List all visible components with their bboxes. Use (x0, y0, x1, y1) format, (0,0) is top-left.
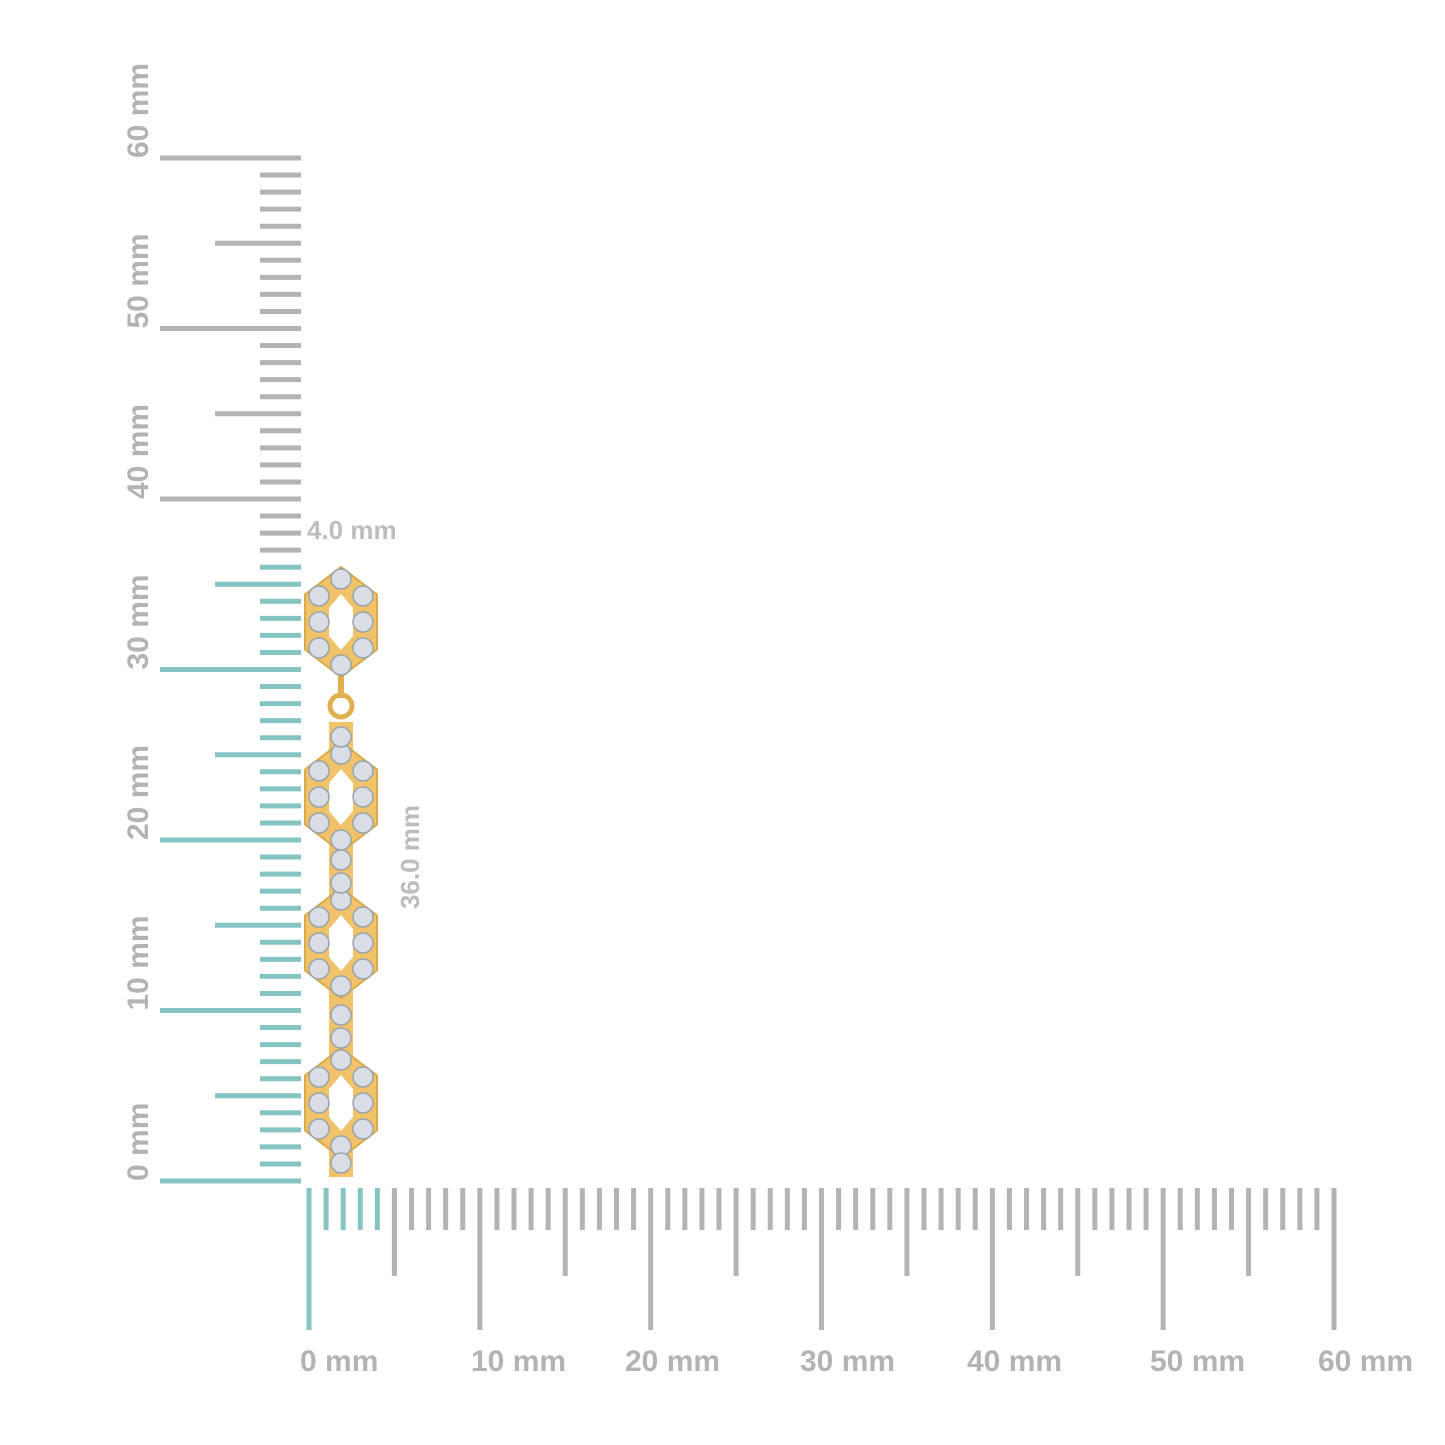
jump-ring (327, 692, 355, 720)
diamond-stone (330, 872, 352, 894)
horizontal-tick-label: 10 mm (471, 1345, 566, 1378)
horizontal-ruler: 0 mm 10 mm 20 mm 30 mm 40 mm 50 mm 60 mm (300, 1188, 1413, 1378)
vertical-tick-label: 50 mm (122, 233, 155, 328)
earring-image (304, 565, 378, 1177)
diamond-stone (352, 760, 374, 782)
diamond-stone (352, 1092, 374, 1114)
horizontal-tick-label: 40 mm (967, 1345, 1062, 1378)
vertical-tick-label: 60 mm (122, 63, 155, 158)
diamond-stone (308, 1118, 330, 1140)
diamond-stone (330, 1004, 352, 1026)
vertical-tick-label: 20 mm (122, 745, 155, 840)
horizontal-tick-label: 60 mm (1318, 1345, 1413, 1378)
diamond-stone (308, 906, 330, 928)
diamond-stone (330, 1027, 352, 1049)
width-dimension-label: 4.0 mm (307, 515, 397, 545)
link-opening (329, 769, 353, 825)
link-opening (329, 1075, 353, 1131)
diamond-stone (352, 1118, 374, 1140)
diamond-stone (352, 786, 374, 808)
height-dimension-label: 36.0 mm (395, 805, 425, 909)
diamond-stone (352, 637, 374, 659)
diamond-stone (330, 726, 352, 748)
link-opening (329, 915, 353, 971)
diamond-stone (352, 1066, 374, 1088)
horizontal-tick-label: 0 mm (300, 1345, 378, 1378)
diamond-stone (308, 958, 330, 980)
horizontal-tick-label: 20 mm (625, 1345, 720, 1378)
diamond-stone (330, 1049, 352, 1071)
diamond-stone (330, 654, 352, 676)
diamond-stone (308, 1092, 330, 1114)
diamond-stone (352, 812, 374, 834)
diamond-stone (330, 568, 352, 590)
diamond-stone (352, 906, 374, 928)
vertical-tick-label: 10 mm (122, 915, 155, 1010)
horizontal-tick-label: 30 mm (800, 1345, 895, 1378)
diamond-stone (330, 1152, 352, 1174)
diamond-stone (308, 932, 330, 954)
diamond-stone (308, 760, 330, 782)
horizontal-tick-label: 50 mm (1150, 1345, 1245, 1378)
diamond-stone (308, 585, 330, 607)
diamond-stone (308, 786, 330, 808)
diamond-stone (352, 958, 374, 980)
diamond-stone (308, 611, 330, 633)
vertical-tick-label: 30 mm (122, 574, 155, 669)
link-opening (329, 594, 353, 650)
vertical-ruler: 0 mm 10 mm 20 mm 30 mm 40 mm 50 mm 60 mm (122, 63, 301, 1184)
diamond-stone (352, 585, 374, 607)
diamond-stone (308, 637, 330, 659)
diamond-stone (330, 975, 352, 997)
diamond-stone (352, 932, 374, 954)
diamond-stone (330, 829, 352, 851)
vertical-tick-label: 40 mm (122, 404, 155, 499)
diamond-stone (352, 611, 374, 633)
vertical-tick-label: 0 mm (122, 1103, 155, 1181)
diamond-stone (330, 849, 352, 871)
diamond-stone (308, 812, 330, 834)
jump-ring-stem (338, 672, 344, 698)
diamond-stone (308, 1066, 330, 1088)
